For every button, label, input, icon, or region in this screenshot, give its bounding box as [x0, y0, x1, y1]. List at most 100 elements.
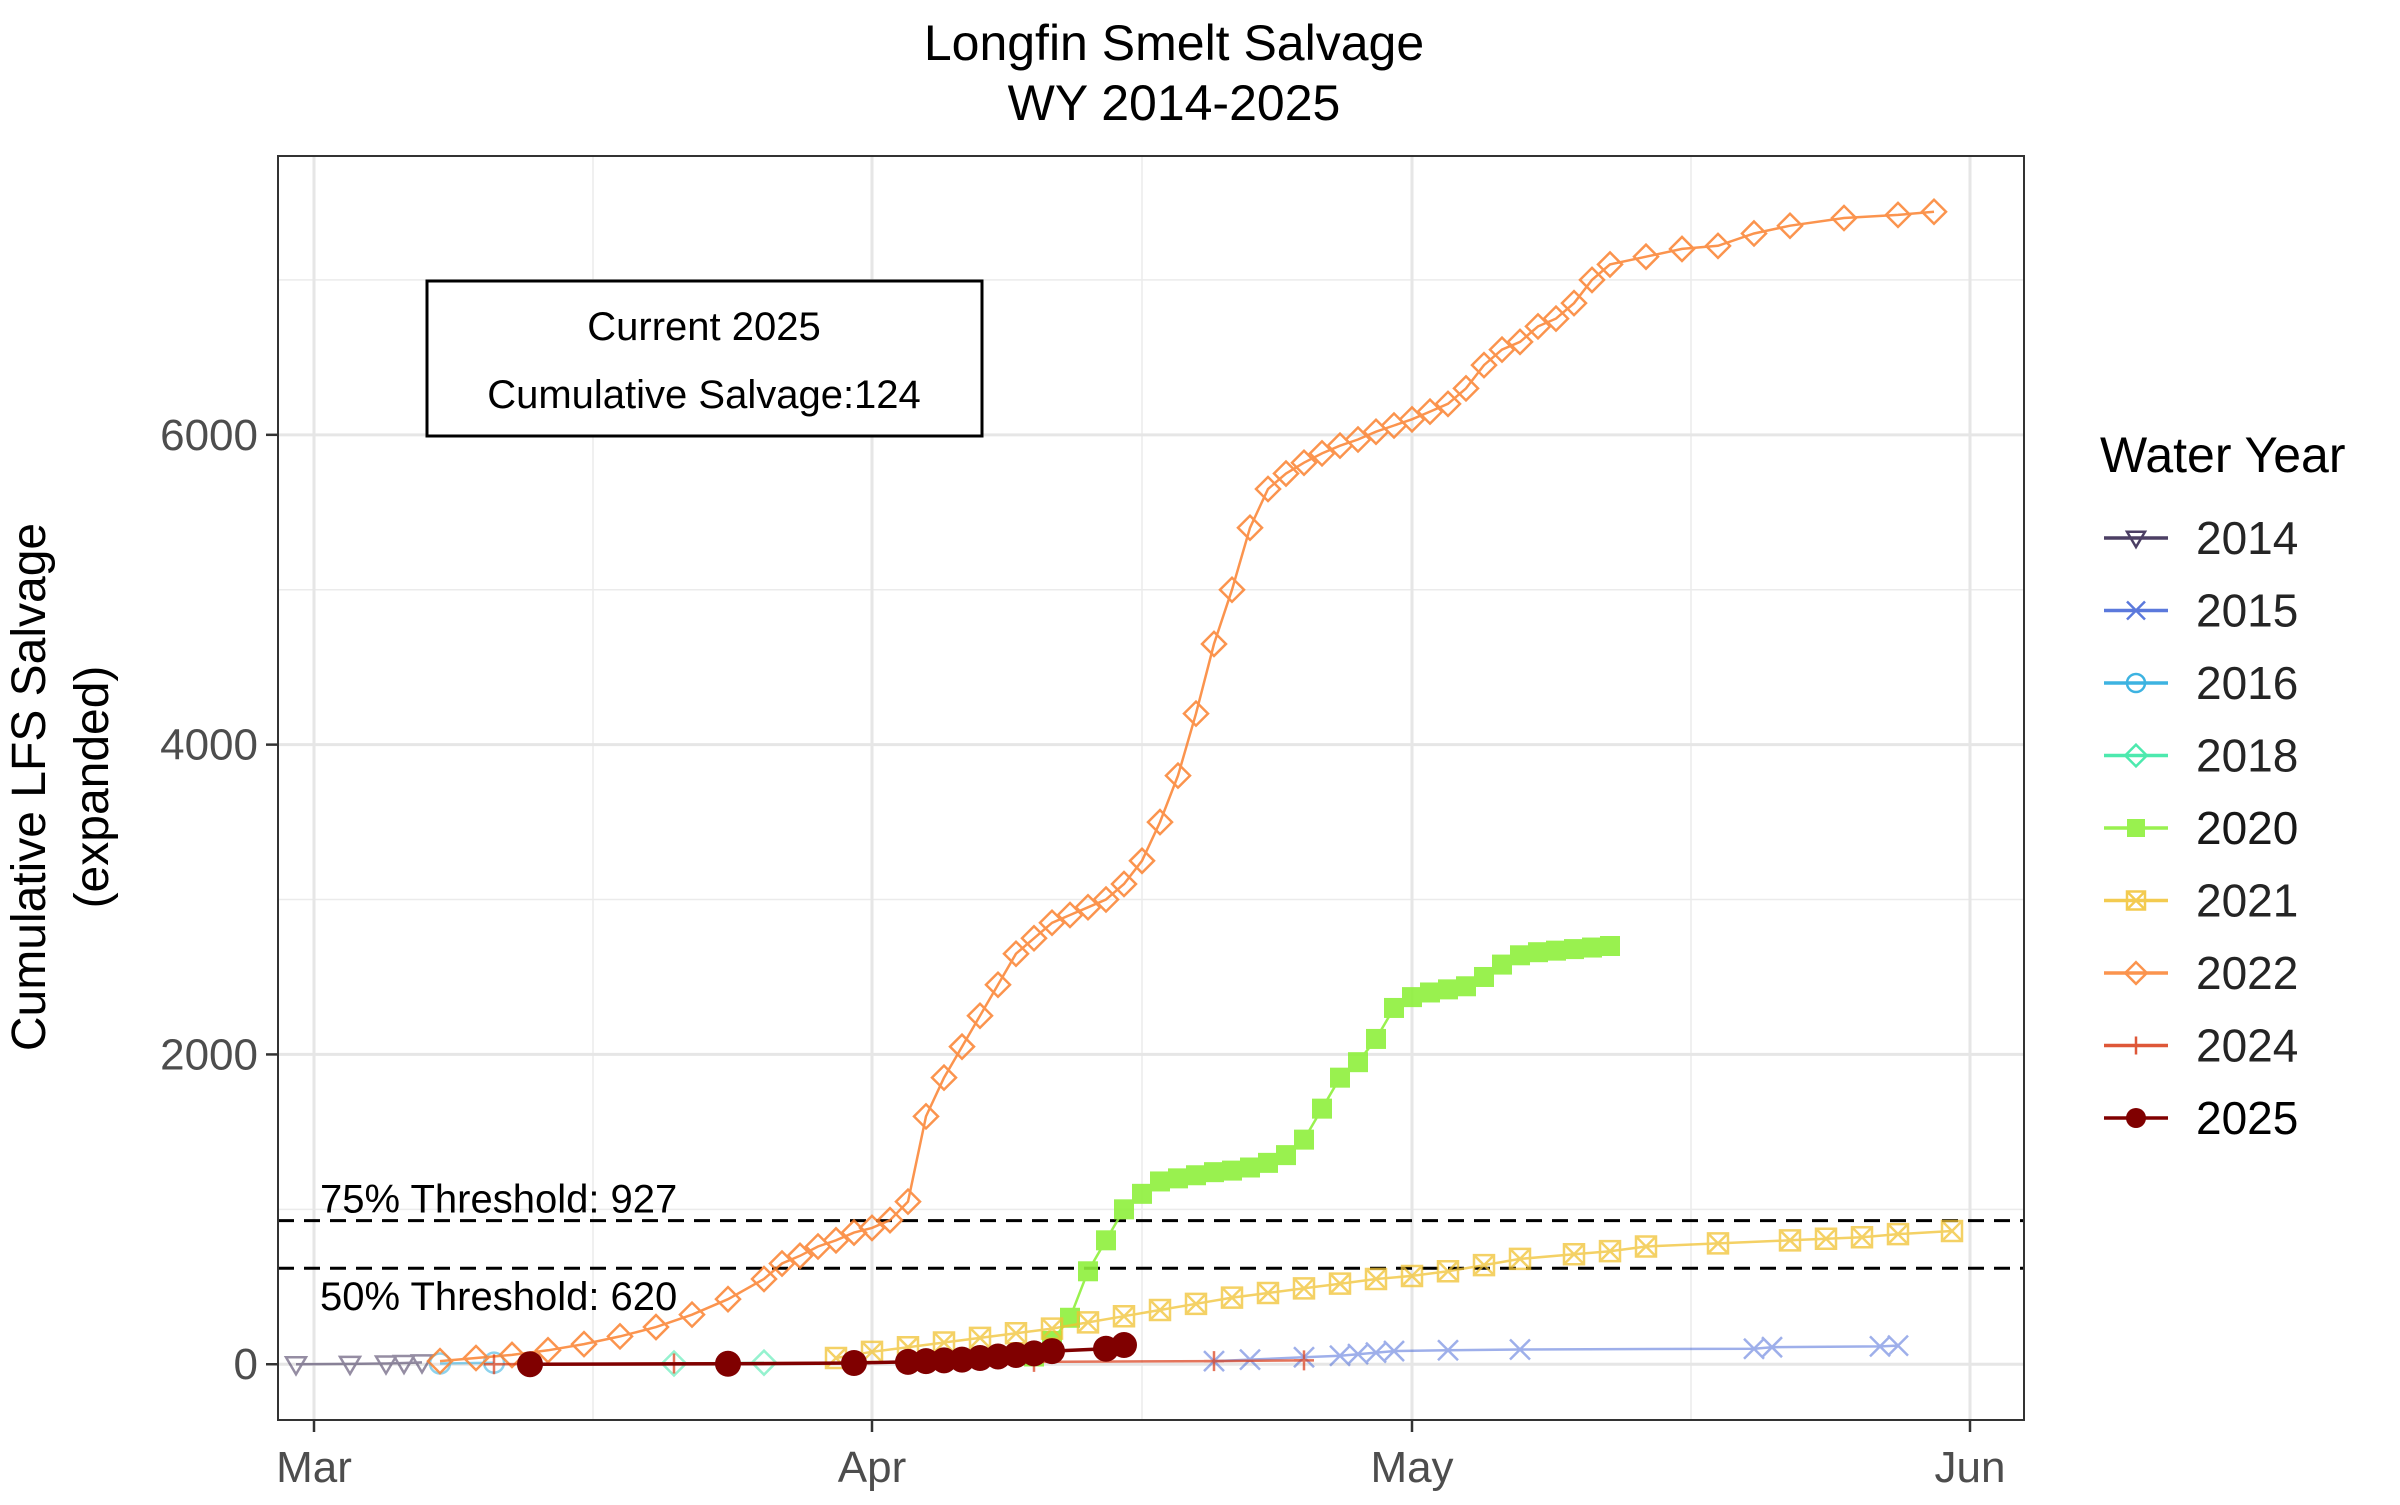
point-2020 — [1312, 1098, 1332, 1119]
x-tick-label: Apr — [838, 1443, 906, 1492]
series-2021 — [824, 1219, 1964, 1370]
point-2018 — [660, 1349, 688, 1378]
legend-label: 2014 — [2196, 512, 2298, 564]
y-tick-label: 4000 — [160, 721, 258, 770]
legend-entry-2018: 2018 — [2104, 730, 2298, 782]
point-2020 — [1528, 942, 1548, 963]
y-axis-title-line1: Cumulative LFS Salvage — [3, 523, 56, 1051]
point-2021 — [1814, 1227, 1838, 1251]
point-2020 — [1222, 1160, 1242, 1181]
point-2022 — [1092, 885, 1120, 914]
point-2022 — [1596, 250, 1624, 279]
point-2021 — [1850, 1225, 1874, 1249]
legend-title: Water Year — [2100, 427, 2346, 483]
info-box-frame — [425, 279, 984, 438]
point-2020 — [1384, 997, 1404, 1018]
point-2015 — [1887, 1334, 1909, 1357]
point-2020 — [1276, 1145, 1296, 1166]
point-2022 — [1002, 939, 1030, 968]
threshold-label: 75% Threshold: 927 — [320, 1178, 677, 1222]
point-2024 — [484, 1354, 504, 1375]
point-2022 — [678, 1300, 706, 1329]
point-2015 — [1761, 1336, 1783, 1359]
series-2014 — [283, 1354, 435, 1377]
point-2015 — [1347, 1343, 1369, 1366]
legend-marker — [2123, 742, 2149, 769]
point-2021 — [1634, 1235, 1658, 1258]
point-2021 — [1328, 1272, 1352, 1295]
point-2022 — [1578, 266, 1606, 294]
point-2022 — [1164, 761, 1192, 790]
point-2020 — [1096, 1230, 1116, 1251]
point-2021 — [1436, 1260, 1460, 1283]
point-2021 — [1508, 1247, 1532, 1271]
point-2021 — [1040, 1317, 1064, 1340]
point-2020 — [1456, 976, 1476, 997]
point-2022 — [1830, 204, 1858, 232]
y-tick-label: 2000 — [160, 1030, 258, 1079]
point-2020 — [1168, 1168, 1188, 1189]
point-2025 — [517, 1351, 543, 1378]
point-2022 — [912, 1102, 940, 1131]
info-box: Current 2025 Cumulative Salvage:124 — [425, 279, 984, 438]
point-2020 — [1330, 1067, 1350, 1088]
point-2022 — [1290, 448, 1318, 477]
point-2022 — [966, 1001, 994, 1030]
point-2021 — [1364, 1267, 1388, 1291]
point-2022 — [1668, 235, 1696, 263]
point-2014 — [373, 1355, 399, 1376]
point-2015 — [1509, 1338, 1531, 1361]
point-2021 — [1886, 1222, 1910, 1246]
point-2014 — [337, 1355, 363, 1377]
point-2021 — [1112, 1304, 1136, 1328]
info-box-line1: Current 2025 — [587, 305, 820, 349]
point-2022 — [1218, 575, 1246, 604]
point-2022 — [1434, 390, 1462, 418]
legend-label: 2015 — [2196, 585, 2298, 637]
point-2022 — [1560, 289, 1588, 317]
legend-label: 2022 — [2196, 947, 2298, 999]
point-2022 — [1740, 219, 1768, 248]
point-2022 — [1020, 924, 1048, 953]
point-2020 — [1078, 1261, 1098, 1282]
point-2022 — [786, 1242, 814, 1270]
x-tick-label: Jun — [1935, 1443, 2006, 1492]
legend-label: 2024 — [2196, 1020, 2298, 1072]
point-2021 — [1148, 1298, 1172, 1322]
point-2020 — [1186, 1165, 1206, 1186]
threshold-label: 50% Threshold: 620 — [320, 1275, 677, 1319]
point-2022 — [1470, 351, 1498, 379]
legend-entry-2020: 2020 — [2104, 802, 2298, 854]
point-2015 — [1437, 1339, 1459, 1362]
point-2020 — [1474, 966, 1494, 987]
point-2022 — [1236, 513, 1264, 542]
plot-panel-border — [277, 155, 2025, 1421]
point-2020 — [1114, 1199, 1134, 1220]
legend-marker — [2123, 960, 2149, 986]
point-2022 — [1632, 242, 1660, 271]
chart-title: Longfin Smelt Salvage — [924, 15, 1424, 71]
series-2020 — [1024, 936, 1620, 1367]
series-2025 — [517, 1332, 1137, 1378]
point-2020 — [1294, 1129, 1314, 1150]
point-2021 — [1598, 1239, 1622, 1263]
point-2014 — [391, 1354, 417, 1376]
point-2024 — [1294, 1350, 1314, 1371]
plot-border — [277, 155, 2025, 1421]
y-tick-label: 0 — [234, 1340, 258, 1389]
point-2021 — [1184, 1292, 1208, 1316]
point-2022 — [642, 1313, 670, 1341]
point-2022 — [498, 1341, 526, 1369]
legend-label: 2025 — [2196, 1092, 2298, 1144]
point-2022 — [1254, 475, 1282, 503]
point-2015 — [1383, 1340, 1405, 1362]
legend-label: 2021 — [2196, 875, 2298, 927]
point-2025 — [1039, 1338, 1065, 1365]
point-2022 — [1272, 459, 1300, 488]
point-2020 — [1510, 945, 1530, 966]
legend-marker — [2126, 600, 2146, 621]
point-2021 — [1400, 1264, 1424, 1288]
point-2015 — [1365, 1341, 1387, 1364]
